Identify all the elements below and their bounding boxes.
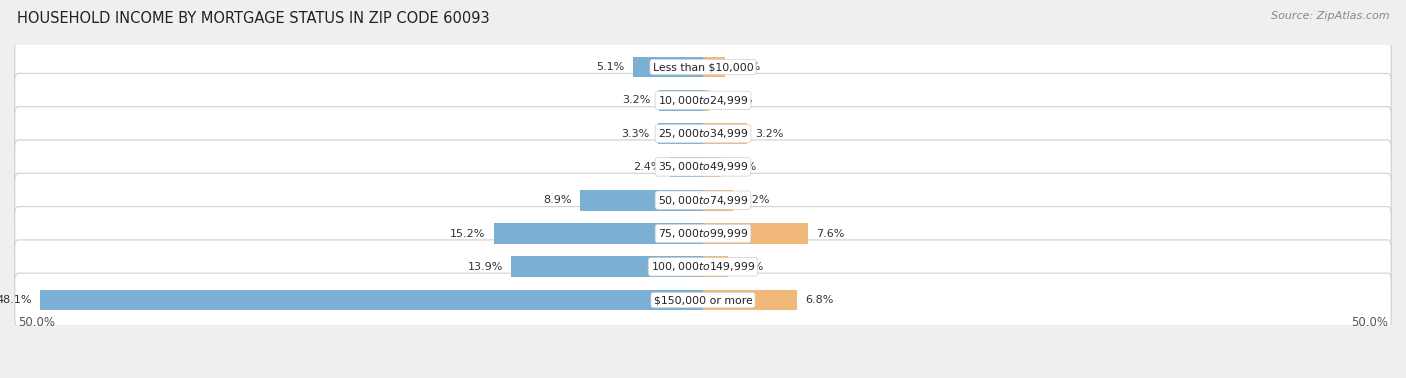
Text: $50,000 to $74,999: $50,000 to $74,999 bbox=[658, 194, 748, 207]
Text: HOUSEHOLD INCOME BY MORTGAGE STATUS IN ZIP CODE 60093: HOUSEHOLD INCOME BY MORTGAGE STATUS IN Z… bbox=[17, 11, 489, 26]
Text: 13.9%: 13.9% bbox=[468, 262, 503, 272]
Text: $35,000 to $49,999: $35,000 to $49,999 bbox=[658, 160, 748, 174]
Text: 2.4%: 2.4% bbox=[633, 162, 662, 172]
FancyBboxPatch shape bbox=[14, 73, 1392, 127]
Text: 3.2%: 3.2% bbox=[755, 129, 783, 139]
FancyBboxPatch shape bbox=[14, 207, 1392, 260]
Text: 0.46%: 0.46% bbox=[717, 95, 754, 105]
Text: $25,000 to $34,999: $25,000 to $34,999 bbox=[658, 127, 748, 140]
Text: 15.2%: 15.2% bbox=[450, 229, 485, 239]
Bar bbox=[703, 156, 721, 177]
Text: 6.8%: 6.8% bbox=[806, 295, 834, 305]
Bar bbox=[512, 257, 703, 277]
Bar bbox=[494, 223, 703, 244]
Text: 5.1%: 5.1% bbox=[596, 62, 624, 72]
Bar bbox=[633, 57, 703, 77]
Bar bbox=[703, 290, 797, 310]
Text: 7.6%: 7.6% bbox=[815, 229, 845, 239]
Bar bbox=[703, 190, 734, 211]
Bar bbox=[703, 257, 728, 277]
FancyBboxPatch shape bbox=[14, 40, 1392, 94]
Text: 3.3%: 3.3% bbox=[621, 129, 650, 139]
Text: $150,000 or more: $150,000 or more bbox=[654, 295, 752, 305]
Bar bbox=[658, 123, 703, 144]
Text: Source: ZipAtlas.com: Source: ZipAtlas.com bbox=[1271, 11, 1389, 21]
Text: 50.0%: 50.0% bbox=[1351, 316, 1388, 329]
Bar bbox=[659, 90, 703, 111]
FancyBboxPatch shape bbox=[14, 273, 1392, 327]
Text: 1.6%: 1.6% bbox=[734, 62, 762, 72]
Text: Less than $10,000: Less than $10,000 bbox=[652, 62, 754, 72]
Text: 50.0%: 50.0% bbox=[18, 316, 55, 329]
Legend: Without Mortgage, With Mortgage: Without Mortgage, With Mortgage bbox=[564, 374, 842, 378]
Text: $10,000 to $24,999: $10,000 to $24,999 bbox=[658, 94, 748, 107]
Bar bbox=[581, 190, 703, 211]
Bar bbox=[703, 223, 807, 244]
FancyBboxPatch shape bbox=[14, 140, 1392, 194]
Bar bbox=[669, 156, 703, 177]
Bar bbox=[703, 57, 725, 77]
Text: 1.3%: 1.3% bbox=[730, 162, 758, 172]
Bar bbox=[703, 123, 747, 144]
Bar bbox=[703, 90, 710, 111]
Bar bbox=[41, 290, 703, 310]
Text: $75,000 to $99,999: $75,000 to $99,999 bbox=[658, 227, 748, 240]
FancyBboxPatch shape bbox=[14, 240, 1392, 294]
Text: $100,000 to $149,999: $100,000 to $149,999 bbox=[651, 260, 755, 273]
FancyBboxPatch shape bbox=[14, 173, 1392, 227]
Text: 1.8%: 1.8% bbox=[737, 262, 765, 272]
FancyBboxPatch shape bbox=[14, 107, 1392, 161]
Text: 2.2%: 2.2% bbox=[741, 195, 770, 205]
Text: 3.2%: 3.2% bbox=[623, 95, 651, 105]
Text: 48.1%: 48.1% bbox=[0, 295, 32, 305]
Text: 8.9%: 8.9% bbox=[544, 195, 572, 205]
